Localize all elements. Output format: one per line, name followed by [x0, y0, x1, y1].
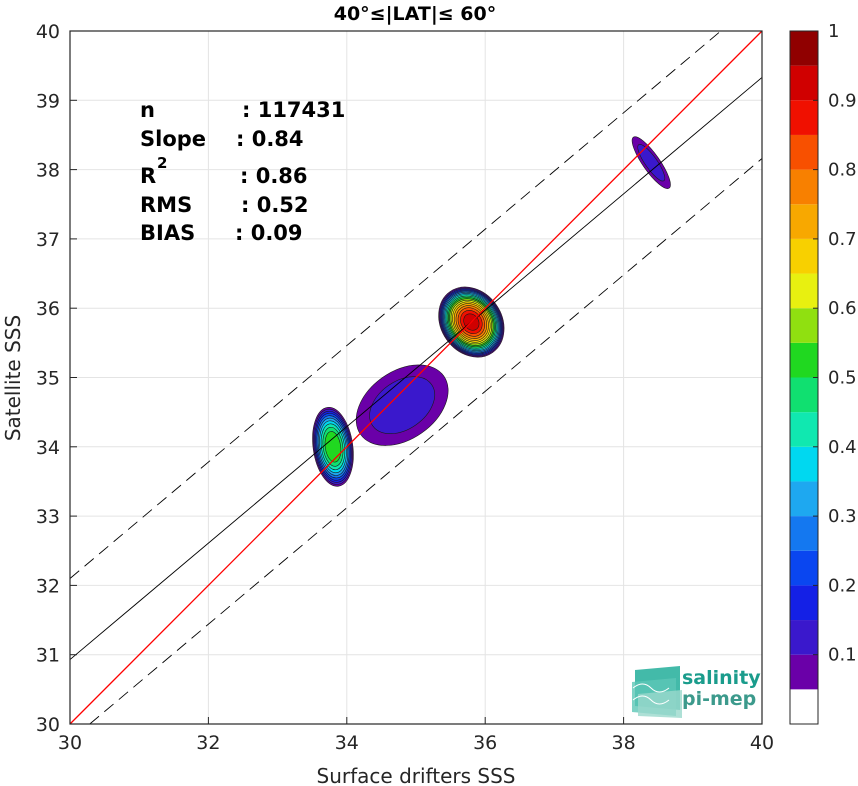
y-tick-label: 32 — [36, 575, 60, 597]
colorbar-swatch — [790, 377, 818, 413]
stat-n-value: : 117431 — [242, 98, 345, 122]
colorbar-tick-label: 0.9 — [828, 90, 857, 111]
stats-box: n : 117431 Slope : 0.84 R 2 : 0.86 RMS :… — [140, 98, 345, 245]
colorbar-swatch — [790, 273, 818, 309]
stat-bias-value: : 0.09 — [235, 221, 303, 245]
colorbar-swatch — [790, 65, 818, 101]
lower-envelope-line — [89, 158, 763, 725]
colorbar: 0.1 0.2 0.3 0.4 0.5 0.6 0.7 0.8 0.9 1 — [789, 21, 857, 725]
x-tick-label: 34 — [335, 732, 359, 754]
logo-text-salinity: salinity — [682, 667, 761, 689]
y-tick-label: 39 — [36, 90, 60, 112]
colorbar-tick-label: 0.3 — [828, 506, 857, 527]
stat-rms-value: : 0.52 — [241, 193, 309, 217]
colorbar-swatch — [790, 204, 818, 239]
salinity-pi-mep-logo: salinity pi-mep — [632, 666, 761, 718]
identity-line — [69, 30, 763, 725]
colorbar-swatches — [790, 31, 818, 724]
colorbar-swatch — [790, 308, 818, 343]
logo-mark-icon — [632, 666, 682, 718]
upper-envelope-line — [69, 30, 722, 579]
colorbar-tick-label: 0.5 — [828, 368, 857, 389]
stat-rms-label: RMS — [140, 193, 192, 217]
y-tick-label: 33 — [36, 506, 60, 528]
x-axis-ticks: 30 32 34 36 38 40 — [58, 717, 774, 754]
x-axis-label: Surface drifters SSS — [317, 764, 516, 786]
colorbar-swatch — [790, 689, 818, 724]
colorbar-swatch — [790, 550, 818, 586]
colorbar-tick-label: 0.1 — [828, 645, 857, 666]
contour-level — [369, 376, 435, 435]
stat-r2-value: : 0.86 — [240, 164, 308, 188]
colorbar-swatch — [790, 134, 818, 170]
regression-lines — [69, 30, 763, 725]
x-tick-label: 36 — [473, 732, 497, 754]
y-tick-label: 40 — [36, 21, 60, 43]
regression-fit-line — [69, 77, 763, 660]
y-axis-ticks: 30 31 32 33 34 35 36 37 38 39 40 — [36, 21, 77, 736]
stat-bias-label: BIAS — [140, 221, 195, 245]
y-tick-label: 35 — [36, 368, 60, 390]
colorbar-swatch — [790, 446, 818, 482]
colorbar-swatch — [790, 412, 818, 447]
colorbar-swatch — [790, 169, 818, 205]
colorbar-swatch — [790, 100, 818, 135]
x-tick-label: 30 — [58, 732, 82, 754]
colorbar-swatch — [790, 238, 818, 274]
y-tick-label: 31 — [36, 645, 60, 667]
colorbar-swatch — [790, 481, 818, 517]
colorbar-tick-label: 0.7 — [828, 229, 857, 250]
x-tick-label: 32 — [196, 732, 220, 754]
x-tick-label: 38 — [612, 732, 636, 754]
chart-title: 40°≤|LAT|≤ 60° — [334, 3, 497, 25]
colorbar-swatch — [790, 31, 818, 66]
contour-level — [324, 431, 342, 463]
x-tick-label: 40 — [750, 732, 774, 754]
contour-level — [637, 144, 666, 182]
y-tick-label: 30 — [36, 714, 60, 736]
y-axis-label: Satellite SSS — [1, 315, 25, 441]
colorbar-tick-label: 0.4 — [828, 437, 857, 458]
grid — [69, 30, 763, 725]
plot-area: 30 32 34 36 38 40 30 31 32 33 34 35 36 37 38 39 40 — [36, 21, 774, 754]
colorbar-tick-label: 0.6 — [828, 298, 857, 319]
y-tick-label: 34 — [36, 437, 60, 459]
y-tick-label: 36 — [36, 298, 60, 320]
stat-n-label: n — [140, 98, 155, 122]
y-tick-label: 38 — [36, 160, 60, 182]
y-tick-label: 37 — [36, 229, 60, 251]
stat-r2-superscript: 2 — [157, 154, 167, 172]
colorbar-swatch — [790, 654, 818, 690]
colorbar-tick-label: 0.8 — [828, 160, 857, 181]
colorbar-swatch — [790, 620, 818, 655]
colorbar-tick-label: 1 — [828, 21, 839, 42]
colorbar-swatch — [790, 585, 818, 621]
stat-slope-value: : 0.84 — [236, 127, 304, 151]
colorbar-tick-label: 0.2 — [828, 575, 857, 596]
colorbar-ticks: 0.1 0.2 0.3 0.4 0.5 0.6 0.7 0.8 0.9 1 — [813, 21, 857, 666]
stat-r2-label: R — [140, 164, 156, 188]
colorbar-swatch — [790, 516, 818, 551]
stat-slope-label: Slope — [140, 127, 206, 151]
logo-text-pi-mep: pi-mep — [682, 688, 756, 710]
colorbar-swatch — [790, 342, 818, 378]
